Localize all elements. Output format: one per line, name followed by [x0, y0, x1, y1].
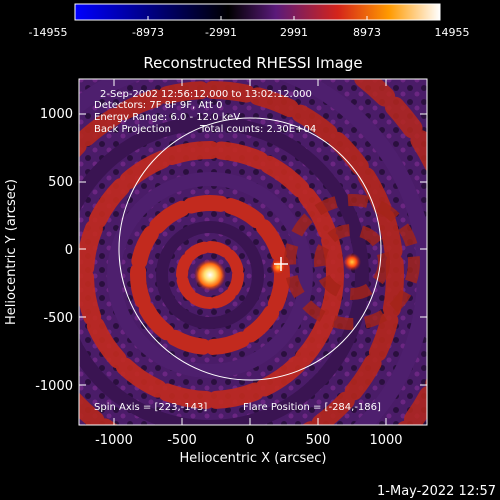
- colorbar-tick-label: -2991: [205, 26, 237, 39]
- x-tick-label: -1000: [95, 433, 133, 448]
- colorbar-tick-label: 14955: [435, 26, 470, 39]
- spin-axis-marker: [274, 257, 288, 271]
- total-counts-label: Total counts: 2.30E+04: [199, 124, 316, 135]
- colorbar: [74, 3, 441, 21]
- axis-ticks: [79, 79, 427, 425]
- footer-timestamp: 1-May-2022 12:57: [377, 484, 496, 499]
- method-label: Back Projection: [94, 124, 171, 135]
- x-tick-label: -500: [167, 433, 197, 448]
- reconstructed-image: [79, 79, 427, 425]
- spin-axis-label: Spin Axis = [223,-143]: [94, 402, 207, 413]
- x-axis-title: Heliocentric X (arcsec): [180, 451, 327, 466]
- x-tick-label: 0: [246, 433, 254, 448]
- x-tick-label: 500: [306, 433, 331, 448]
- x-tick-label: 1000: [369, 433, 402, 448]
- y-tick-label: -500: [43, 311, 73, 326]
- colorbar-tick-label: 8973: [353, 26, 381, 39]
- plot-frame: [78, 78, 428, 426]
- solar-limb: [118, 117, 382, 381]
- secondary-source: [270, 259, 286, 275]
- y-tick-labels: 1000 500 0 -500 -1000: [35, 107, 73, 394]
- energy-range-label: Energy Range: 6.0 - 12.0 keV: [94, 112, 240, 123]
- colorbar-ticks: [74, 16, 441, 20]
- y-tick-label: 0: [65, 243, 73, 258]
- colorbar-tick-label: -14955: [29, 26, 68, 39]
- y-tick-label: 500: [48, 175, 73, 190]
- flare-position-label: Flare Position = [-284,-186]: [243, 402, 381, 413]
- x-tick-labels: -1000 -500 0 500 1000: [95, 433, 402, 448]
- time-range-label: 2-Sep-2002 12:56:12.000 to 13:02:12.000: [100, 89, 312, 100]
- y-tick-label: -1000: [35, 379, 73, 394]
- detectors-label: Detectors: 7F 8F 9F, Att 0: [94, 100, 222, 111]
- y-axis-title: Heliocentric Y (arcsec): [4, 179, 19, 325]
- y-tick-label: 1000: [40, 107, 73, 122]
- colorbar-tick-label: 2991: [280, 26, 308, 39]
- image-annotations: 2-Sep-2002 12:56:12.000 to 13:02:12.000 …: [94, 89, 381, 413]
- image-title: Reconstructed RHESSI Image: [143, 54, 362, 72]
- colorbar-tick-labels: -14955 -8973 -2991 2991 8973 14955: [29, 26, 470, 39]
- flare-source: [194, 259, 226, 291]
- colorbar-tick-label: -8973: [132, 26, 164, 39]
